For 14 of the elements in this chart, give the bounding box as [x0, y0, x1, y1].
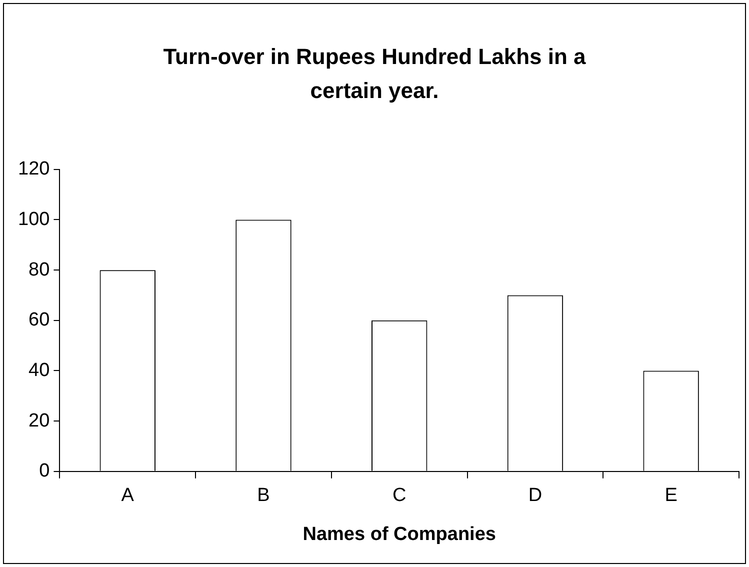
x-tick-label: E: [664, 485, 678, 506]
y-tick-label: 80: [28, 259, 50, 280]
x-tick-label: B: [257, 485, 270, 506]
x-tick-label: A: [121, 485, 134, 506]
x-tick-label: C: [392, 485, 406, 506]
x-tick-label: D: [528, 485, 542, 506]
x-axis-title: Names of Companies: [302, 524, 496, 545]
y-tick-label: 40: [28, 360, 50, 381]
y-tick-label: 100: [18, 208, 50, 230]
y-tick-label: 120: [18, 158, 50, 180]
y-tick-label: 0: [39, 460, 50, 482]
y-tick-label: 20: [28, 410, 50, 432]
y-tick-label: 60: [28, 310, 50, 331]
chart-title: Turn-over in Rupees Hundred Lakhs in a certain year.: [162, 43, 587, 105]
